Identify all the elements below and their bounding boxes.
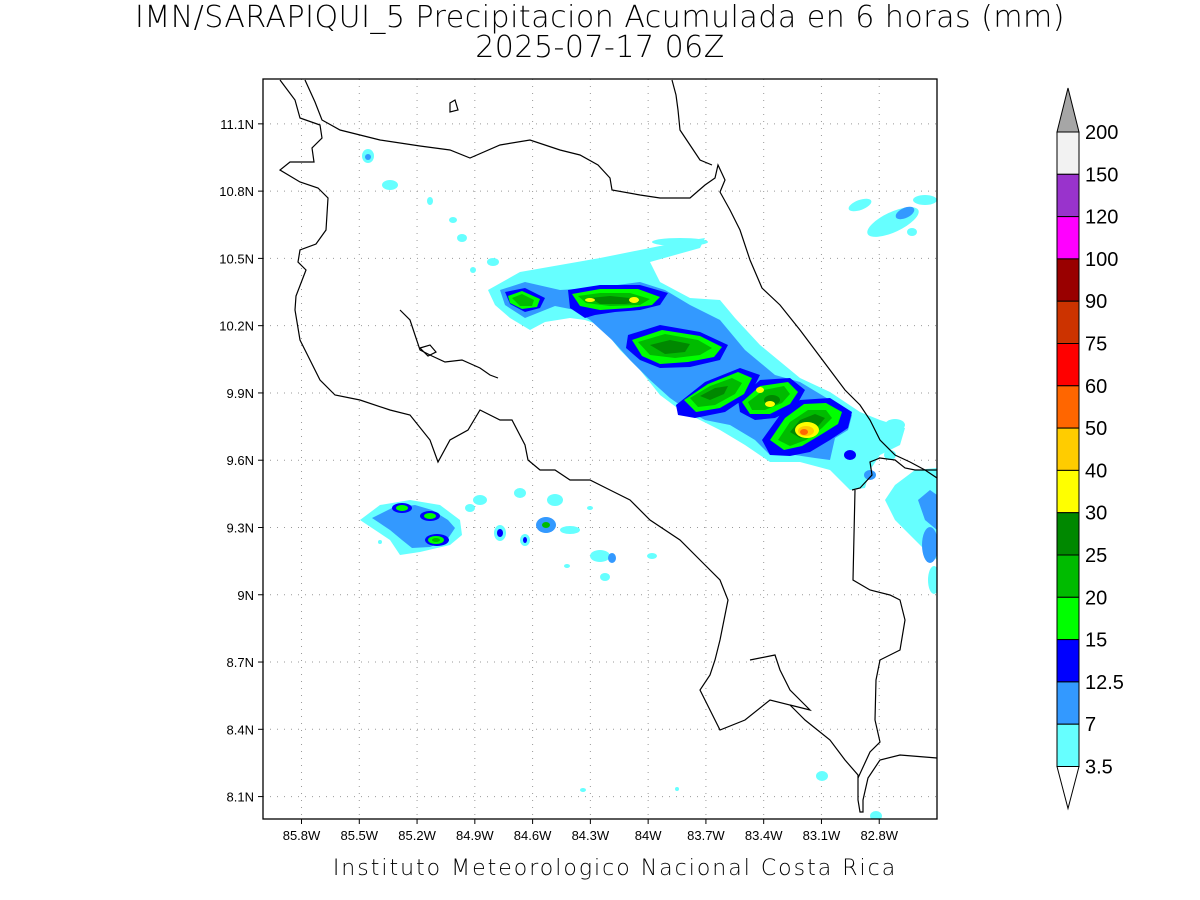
y-tick-label: 9.9N — [227, 386, 254, 401]
colorbar-swatch — [1056, 343, 1080, 387]
colorbar-swatch — [1056, 681, 1080, 725]
colorbar-label: 60 — [1085, 376, 1107, 398]
colorbar-label: 30 — [1085, 503, 1107, 525]
precip-main-band — [488, 238, 905, 490]
x-tick-label: 84.6W — [514, 828, 552, 843]
x-tick-label: 84W — [635, 828, 662, 843]
precip-cell-southwest — [360, 488, 657, 581]
map-subtitle: 2025-07-17 06Z — [475, 30, 725, 65]
longitude-axis: 85.8W 85.5W 85.2W 84.9W 84.6W 84.3W 84W 83.7W 83… — [283, 819, 899, 843]
y-tick-label: 9.3N — [227, 520, 254, 535]
latitude-axis: 11.1N 10.8N 10.5N 10.2N 9.9N 9.6N 9.3N 9N 8.7N 8.… — [219, 117, 263, 805]
map-frame — [262, 78, 938, 820]
colorbar-swatch — [1056, 216, 1080, 260]
footer-credit: Instituto Meteorologico Nacional Costa R… — [332, 856, 898, 881]
y-tick-label: 9N — [237, 588, 254, 603]
y-tick-label: 10.5N — [219, 251, 254, 266]
x-tick-label: 85.5W — [340, 828, 378, 843]
colorbar-label: 150 — [1085, 164, 1118, 186]
colorbar-label: 7 — [1085, 714, 1096, 736]
colorbar-bottom-arrow — [1056, 766, 1080, 811]
precip-cell-ne-coast — [848, 195, 937, 237]
colorbar-swatch — [1056, 723, 1080, 768]
colorbar-label: 20 — [1085, 587, 1107, 609]
colorbar-swatch — [1056, 554, 1080, 598]
colorbar-swatch — [1056, 639, 1080, 683]
coastlines — [278, 79, 937, 813]
colorbar-swatch — [1056, 258, 1080, 302]
colorbar-swatch — [1056, 173, 1080, 218]
colorbar-swatch — [1056, 512, 1080, 556]
x-tick-label: 83.7W — [687, 828, 725, 843]
x-tick-label: 83.1W — [803, 828, 841, 843]
colorbar-label: 90 — [1085, 291, 1107, 313]
colorbar-swatch — [1056, 300, 1080, 345]
x-tick-label: 83.4W — [745, 828, 783, 843]
colorbar-swatch — [1056, 385, 1080, 429]
colorbar-label: 3.5 — [1085, 757, 1113, 779]
y-tick-label: 11.1N — [220, 117, 254, 132]
y-tick-label: 8.7N — [227, 655, 254, 670]
x-tick-label: 85.8W — [283, 828, 321, 843]
x-tick-label: 84.9W — [456, 828, 494, 843]
colorbar-label: 100 — [1085, 249, 1118, 271]
colorbar-label: 12.5 — [1085, 672, 1124, 694]
y-tick-label: 10.2N — [219, 319, 254, 334]
colorbar-top-arrow — [1056, 87, 1080, 133]
colorbar-swatch — [1056, 596, 1080, 641]
colorbar-legend: 200 150 120 100 90 75 60 50 40 30 25 20 15 12.5 7 3.5 — [1056, 87, 1124, 811]
x-tick-label: 85.2W — [398, 828, 436, 843]
colorbar-swatch — [1056, 469, 1080, 514]
colorbar-label: 40 — [1085, 460, 1107, 482]
y-tick-label: 10.8N — [219, 184, 254, 199]
colorbar-label: 25 — [1085, 545, 1107, 567]
x-tick-label: 82.8W — [860, 828, 898, 843]
y-tick-label: 8.1N — [227, 790, 254, 805]
colorbar-label: 200 — [1085, 122, 1118, 144]
precipitation-field — [360, 149, 937, 819]
colorbar-label: 75 — [1085, 334, 1107, 356]
y-tick-label: 8.4N — [227, 722, 254, 737]
x-tick-label: 84.3W — [572, 828, 610, 843]
y-tick-label: 9.6N — [227, 453, 254, 468]
precip-cell-northwest — [362, 149, 882, 819]
colorbar-label: 15 — [1085, 630, 1107, 652]
precip-cell-east — [884, 419, 937, 594]
colorbar-swatch — [1056, 131, 1080, 175]
colorbar-swatch — [1056, 427, 1080, 471]
map-title: IMN/SARAPIQUI_5 Precipitacion Acumulada … — [135, 0, 1065, 35]
colorbar-label: 120 — [1085, 207, 1118, 229]
colorbar-label: 50 — [1085, 418, 1107, 440]
